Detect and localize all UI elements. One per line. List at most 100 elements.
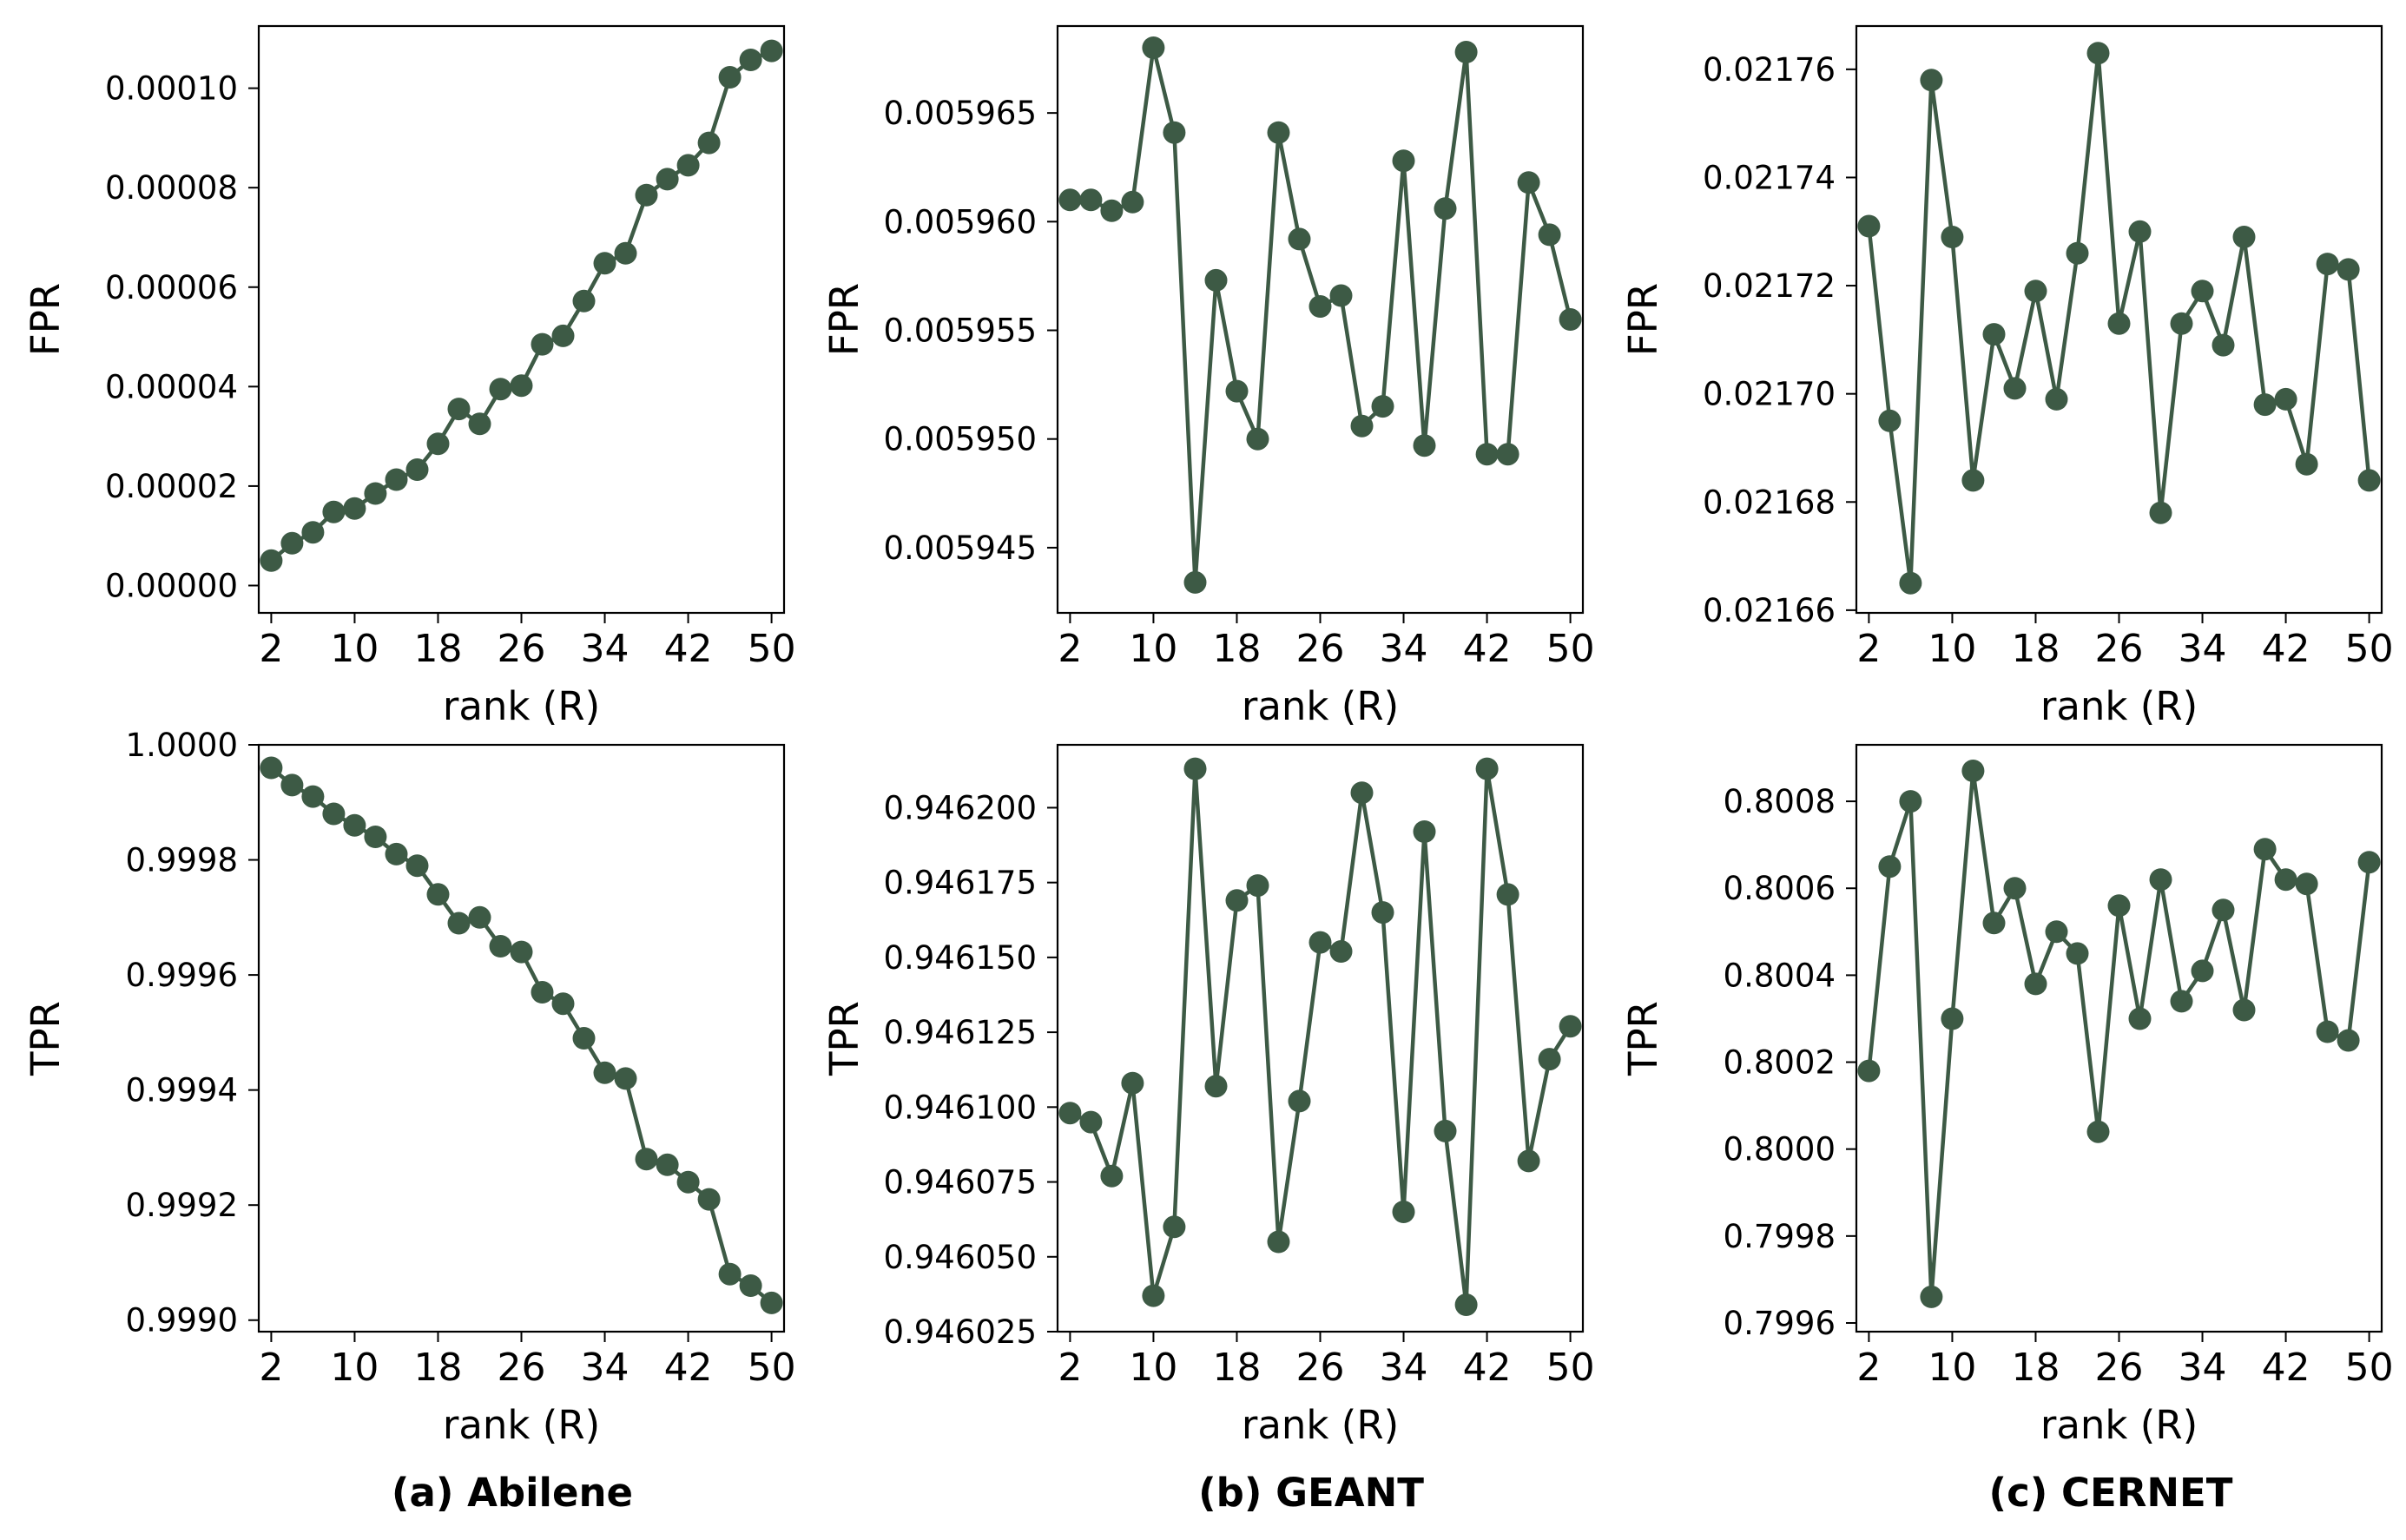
data-point (572, 1027, 596, 1050)
data-point (531, 332, 554, 356)
data-point (426, 883, 450, 906)
y-tick-label: 0.02168 (1703, 484, 1836, 521)
x-tick-label: 42 (664, 627, 713, 671)
x-tick-label: 18 (1212, 1346, 1261, 1390)
x-tick-label: 42 (2262, 627, 2310, 671)
data-point (510, 374, 533, 398)
x-tick-label: 50 (1546, 627, 1595, 671)
data-point (426, 432, 450, 456)
chart-abilene-tpr: 2 10 18 26 34 42 50 0.9990 0.9992 0.9994 0.9996 0.9… (23, 727, 796, 1448)
x-tick-label: 18 (2011, 627, 2060, 671)
x-tick-label: 18 (2011, 1346, 2060, 1390)
data-point (1163, 1215, 1186, 1239)
y-tick-label: 0.8006 (1724, 870, 1836, 907)
data-point (447, 398, 471, 421)
data-point (2149, 501, 2172, 524)
plot-frame (1056, 743, 1585, 1333)
data-point (2107, 894, 2131, 918)
data-point (2357, 851, 2381, 874)
y-tick-label: 0.02176 (1703, 51, 1836, 89)
y-tick-label: 0.8004 (1724, 957, 1836, 994)
data-point (1058, 188, 1082, 212)
data-point (1392, 149, 1415, 173)
data-point (260, 756, 283, 780)
data-point (1183, 570, 1207, 594)
data-point (614, 241, 637, 265)
y-tick-label: 0.7996 (1724, 1305, 1836, 1342)
x-tick-label: 10 (1928, 627, 1976, 671)
data-point (385, 468, 408, 491)
data-point (2191, 280, 2214, 303)
data-point (2024, 972, 2047, 996)
data-point (1288, 1089, 1311, 1113)
x-tick-label: 2 (1058, 1346, 1082, 1390)
data-point (760, 39, 783, 63)
data-point (2191, 959, 2214, 983)
chart-cernet-fpr: 2 10 18 26 34 42 50 0.02166 0.02168 0.02170 0.0217… (1620, 24, 2394, 729)
data-point (1350, 781, 1374, 805)
data-point (447, 911, 471, 935)
data-point (1878, 409, 1902, 432)
data-point (1413, 820, 1436, 843)
data-point (1246, 427, 1269, 451)
data-point (2170, 312, 2193, 335)
data-point (2212, 333, 2235, 357)
data-point (2316, 1020, 2339, 1043)
x-tick-label: 34 (1380, 1346, 1428, 1390)
x-axis-label: rank (R) (1242, 1402, 1399, 1448)
x-tick-label: 34 (2179, 627, 2227, 671)
series-line (269, 49, 773, 563)
x-tick-label: 2 (1856, 1346, 1881, 1390)
y-tick-label: 0.946175 (883, 865, 1037, 902)
data-point (1454, 1293, 1478, 1316)
data-point (2253, 393, 2277, 417)
data-point (343, 813, 366, 837)
data-point (385, 842, 408, 865)
x-tick-label: 2 (1058, 627, 1082, 671)
y-tick-label: 0.946025 (883, 1313, 1037, 1351)
y-tick-label: 0.005960 (883, 203, 1037, 240)
data-point (1100, 199, 1124, 222)
data-point (1899, 790, 1922, 813)
data-point (1392, 1201, 1415, 1223)
data-point (1121, 190, 1144, 214)
data-point (718, 66, 742, 89)
data-point (2128, 1007, 2152, 1030)
chart-cernet-tpr: 2 10 18 26 34 42 50 0.7996 0.7998 0.8000 0.8002 0.8… (1620, 743, 2394, 1448)
x-tick-label: 10 (330, 627, 379, 671)
data-point (2003, 377, 2027, 400)
data-point (2045, 920, 2068, 944)
data-point (343, 497, 366, 520)
x-tick-label: 2 (259, 627, 283, 671)
y-tick-label: 0.00008 (105, 169, 238, 207)
data-point (2086, 1120, 2110, 1143)
x-axis-label: rank (R) (443, 1402, 600, 1448)
x-tick-label: 34 (581, 1346, 630, 1390)
data-point (1496, 443, 1519, 466)
y-tick-label: 0.00000 (105, 567, 238, 604)
data-point (739, 1274, 762, 1297)
data-point (718, 1262, 742, 1286)
data-point (1079, 188, 1103, 212)
x-tick-label: 26 (498, 1346, 546, 1390)
y-tick-label: 0.00004 (105, 368, 238, 405)
data-point (1329, 284, 1353, 307)
data-point (2128, 220, 2152, 243)
data-point (531, 981, 554, 1004)
caption-abilene: (a) Abilene (392, 1470, 633, 1516)
data-point (1121, 1071, 1144, 1095)
data-point (1204, 1075, 1228, 1098)
data-point (1142, 36, 1165, 59)
x-tick-label: 42 (1463, 627, 1512, 671)
x-tick-label: 50 (2345, 1346, 2394, 1390)
data-point (2045, 387, 2068, 411)
data-point (551, 324, 575, 347)
data-point (2149, 868, 2172, 892)
data-point (2295, 872, 2318, 896)
x-axis-label: rank (R) (1242, 683, 1399, 729)
data-point (2253, 838, 2277, 861)
data-point (1183, 757, 1207, 780)
y-tick-label: 0.00006 (105, 269, 238, 306)
y-tick-label: 0.9992 (126, 1187, 238, 1224)
